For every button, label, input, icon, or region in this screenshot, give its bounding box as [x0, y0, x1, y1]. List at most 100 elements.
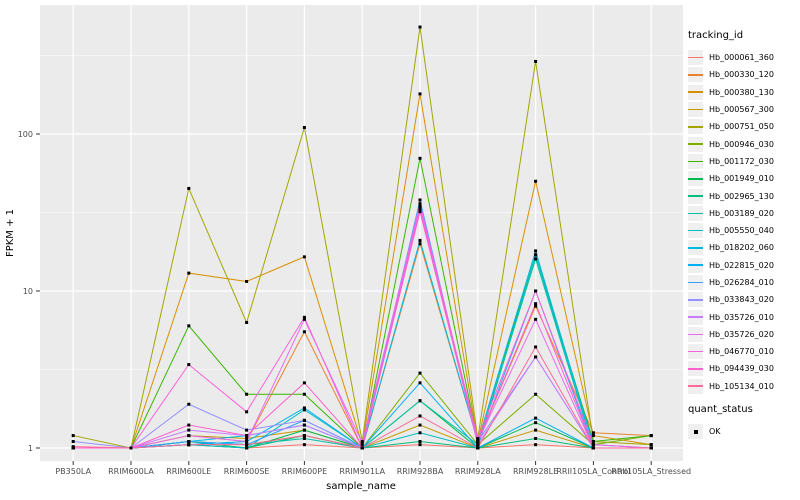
legend-item-Hb_000567_300: Hb_000567_300 — [688, 101, 798, 118]
series-color-line-icon — [688, 264, 703, 266]
svg-text:RRIM600LA: RRIM600LA — [108, 467, 154, 476]
legend-label: Hb_000330_120 — [709, 70, 774, 80]
series-color-line-icon — [688, 368, 703, 370]
gridlines — [40, 5, 683, 461]
legend-key-color-line — [688, 50, 703, 66]
legend-key-color-line — [688, 326, 703, 342]
legend-key-color-line — [688, 240, 703, 256]
legend-item-Hb_018202_060: Hb_018202_060 — [688, 239, 798, 256]
legend-item-Hb_000751_050: Hb_000751_050 — [688, 118, 798, 135]
legend-label: Hb_094439_030 — [709, 364, 774, 374]
series-color-line-icon — [688, 74, 703, 76]
legend-key-color-line — [688, 171, 703, 187]
legend-item-Hb_000380_130: Hb_000380_130 — [688, 84, 798, 101]
legend-item-Hb_022815_020: Hb_022815_020 — [688, 257, 798, 274]
y-axis-title: FPKM + 1 — [5, 209, 16, 257]
legend-key-color-line — [688, 275, 703, 290]
legend-label: Hb_018202_060 — [709, 243, 774, 253]
series-color-line-icon — [688, 91, 703, 94]
svg-text:100: 100 — [18, 130, 33, 139]
svg-text:RRIM600LE: RRIM600LE — [166, 467, 211, 476]
legend-label: Hb_000946_030 — [709, 139, 774, 149]
legend-item-Hb_035726_010: Hb_035726_010 — [688, 308, 798, 325]
series-color-line-icon — [688, 108, 703, 111]
series-color-line-icon — [688, 195, 703, 197]
legend-label: Hb_002965_130 — [709, 191, 774, 201]
svg-text:RRIM600SE: RRIM600SE — [224, 467, 270, 476]
legend-label: Hb_001949_010 — [709, 174, 774, 184]
legend-key-color-line — [688, 84, 703, 100]
data-points — [71, 25, 653, 450]
legend-items-tracking-id: Hb_000061_360 Hb_000330_120 Hb_000380_130 H… — [688, 49, 798, 395]
ok-point-icon — [693, 429, 698, 434]
svg-text:RRII105LA_Control: RRII105LA_Control — [556, 467, 630, 476]
series-color-line-icon — [688, 56, 703, 59]
series-color-line-icon — [688, 229, 703, 232]
legend-item-ok: OK — [688, 423, 798, 440]
legend-item-Hb_002965_130: Hb_002965_130 — [688, 187, 798, 204]
series-color-line-icon — [688, 333, 703, 336]
legend-label: Hb_035726_020 — [709, 329, 774, 339]
legend-key-color-line — [688, 153, 703, 169]
legend-label: Hb_000567_300 — [709, 105, 774, 115]
series-color-line-icon — [688, 212, 703, 215]
legend-item-Hb_000330_120: Hb_000330_120 — [688, 66, 798, 83]
legend-title-tracking-id: tracking_id — [688, 30, 744, 41]
legend-key-color-line — [688, 292, 703, 308]
legend-key-color-line — [688, 188, 703, 204]
legend-label: Hb_000380_130 — [709, 87, 774, 97]
axis-ticks — [36, 133, 652, 465]
series-color-line-icon — [688, 316, 703, 318]
series-color-line-icon — [688, 385, 703, 388]
svg-text:RRII105LA_Stressed: RRII105LA_Stressed — [611, 467, 691, 476]
legend-item-Hb_001949_010: Hb_001949_010 — [688, 170, 798, 187]
series-color-line-icon — [688, 350, 703, 353]
svg-text:1: 1 — [28, 444, 33, 453]
legend-item-Hb_001172_030: Hb_001172_030 — [688, 153, 798, 170]
legend-label: Hb_022815_020 — [709, 260, 774, 270]
svg-text:RRIM928LA: RRIM928LA — [455, 467, 501, 476]
legend-item-Hb_033843_020: Hb_033843_020 — [688, 291, 798, 308]
series-color-line-icon — [688, 299, 703, 301]
legend-key-color-line — [688, 309, 703, 325]
x-axis-tick-labels: PB350LA RRIM600LA RRIM600LE RRIM600SE RRIM60… — [55, 467, 691, 476]
legend-label-ok: OK — [709, 427, 721, 437]
svg-text:10: 10 — [23, 287, 33, 296]
legend-title-quant-status: quant_status — [688, 403, 753, 415]
legend-item-Hb_105134_010: Hb_105134_010 — [688, 378, 798, 395]
x-axis-title: sample_name — [326, 481, 396, 492]
legend-key-color-line — [688, 378, 703, 394]
legend-item-Hb_094439_030: Hb_094439_030 — [688, 360, 798, 377]
legend-label: Hb_000751_050 — [709, 122, 774, 132]
series-color-line-icon — [688, 160, 703, 163]
series-color-line-icon — [688, 177, 703, 180]
svg-text:RRIM600PE: RRIM600PE — [282, 467, 328, 476]
legend-label: Hb_005550_040 — [709, 226, 774, 236]
legend-key-color-line — [688, 361, 703, 377]
legend-key-color-line — [688, 136, 703, 152]
legend-key-color-line — [688, 67, 703, 83]
legend-item-Hb_000061_360: Hb_000061_360 — [688, 49, 798, 66]
legend-item-Hb_003189_020: Hb_003189_020 — [688, 205, 798, 222]
legend-label: Hb_033843_020 — [709, 295, 774, 305]
series-color-line-icon — [688, 143, 703, 145]
legend-label: Hb_035726_010 — [709, 312, 774, 322]
legend-key-color-line — [688, 344, 703, 360]
series-color-line-icon — [688, 247, 703, 249]
legend-key-ok — [688, 424, 703, 440]
plot-panel — [40, 5, 683, 461]
legend-item-Hb_046770_010: Hb_046770_010 — [688, 343, 798, 360]
legend-item-Hb_000946_030: Hb_000946_030 — [688, 135, 798, 152]
legend-label: Hb_026284_010 — [709, 278, 774, 287]
legend-label: Hb_046770_010 — [709, 347, 774, 357]
legend-item-Hb_035726_020: Hb_035726_020 — [688, 326, 798, 343]
legend-item-Hb_005550_040: Hb_005550_040 — [688, 222, 798, 239]
legend-key-color-line — [688, 119, 703, 135]
legend-key-color-line — [688, 205, 703, 221]
legend-key-color-line — [688, 102, 703, 118]
legend-key-color-line — [688, 257, 703, 273]
legend-label: Hb_003189_020 — [709, 208, 774, 218]
y-axis-tick-labels: 1 10 100 — [18, 130, 33, 453]
